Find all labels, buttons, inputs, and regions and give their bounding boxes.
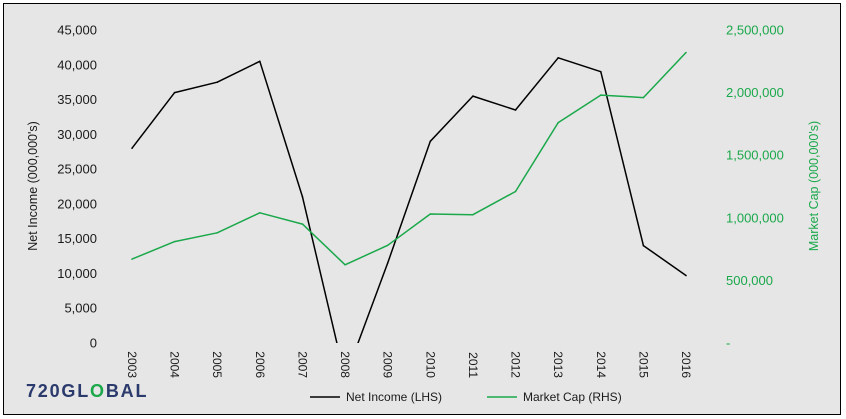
y-left-tick-label: 0 (90, 336, 97, 351)
y-right-tick-label: 2,500,000 (726, 23, 784, 38)
series-line-1 (131, 51, 687, 266)
x-tick-label: 2015 (636, 351, 650, 378)
data-point-series-0 (685, 274, 687, 277)
y-left-tick-label: 10,000 (57, 266, 97, 281)
x-tick-label: 2014 (594, 351, 608, 378)
data-point-series-1 (131, 258, 133, 260)
data-point-series-0 (173, 91, 176, 94)
data-point-series-1 (386, 244, 389, 247)
data-point-series-1 (259, 211, 261, 214)
x-tick-label: 2012 (509, 351, 523, 378)
x-tick-label: 2006 (253, 351, 267, 378)
data-point-series-1 (599, 94, 602, 96)
y-left-tick-label: 45,000 (57, 23, 97, 38)
y-right-tick-label: 2,000,000 (726, 85, 784, 100)
series-line-0 (131, 57, 687, 343)
y-axis-left-title: Net Income (000,000's) (26, 121, 40, 251)
data-point-series-0 (131, 147, 133, 150)
y-left-tick-label: 20,000 (57, 196, 97, 211)
data-point-series-0 (216, 81, 219, 83)
data-point-series-1 (472, 213, 474, 216)
y-left-tick-label: 35,000 (57, 92, 97, 107)
y-right-tick-label: 1,500,000 (726, 148, 784, 163)
data-point-series-0 (599, 70, 602, 73)
data-point-series-0 (429, 140, 432, 143)
legend-label-net-income: Net Income (LHS) (346, 390, 442, 404)
chart-frame (3, 3, 841, 415)
data-point-series-1 (344, 263, 346, 266)
x-tick-label: 2005 (210, 351, 224, 378)
x-tick-label: 2009 (381, 351, 395, 378)
y-left-tick-label: 30,000 (57, 127, 97, 142)
y-right-tick-label: 500,000 (726, 273, 773, 288)
data-point-series-1 (301, 223, 304, 225)
data-point-series-1 (429, 213, 432, 215)
data-point-series-1 (173, 240, 176, 243)
y-left-tick-label: 5,000 (64, 301, 97, 316)
x-tick-label: 2010 (423, 351, 437, 378)
data-point-series-1 (514, 190, 517, 193)
data-point-series-1 (685, 51, 687, 54)
y-left-tick-label: 40,000 (57, 57, 97, 72)
data-point-series-0 (642, 244, 645, 247)
x-tick-label: 2013 (551, 351, 565, 378)
y-axis-right-title: Market Cap (000,000's) (807, 121, 821, 251)
data-point-series-0 (514, 109, 517, 111)
y-right-tick-label: 1,000,000 (726, 210, 784, 225)
x-tick-label: 2007 (295, 351, 309, 378)
y-left-tick-label: 25,000 (57, 162, 97, 177)
x-tick-label: 2004 (168, 351, 182, 378)
data-point-series-0 (472, 95, 474, 97)
data-point-series-0 (386, 262, 389, 264)
data-point-series-0 (557, 57, 559, 59)
legend: Net Income (LHS) Market Cap (RHS) (310, 390, 622, 404)
data-point-series-1 (642, 96, 645, 99)
x-tick-label: 2016 (679, 351, 693, 378)
x-tick-label: 2011 (466, 352, 480, 378)
data-point-series-1 (216, 232, 219, 234)
x-tick-label: 2003 (125, 351, 139, 378)
data-point-series-0 (259, 60, 261, 63)
y-left-tick-label: 15,000 (57, 231, 97, 246)
y-right-tick-label: - (726, 336, 730, 351)
legend-label-market-cap: Market Cap (RHS) (523, 390, 622, 404)
x-tick-label: 2008 (338, 351, 352, 378)
brand-logo: 720GLOBAL (26, 381, 149, 401)
data-point-series-0 (301, 196, 304, 198)
data-point-series-1 (557, 121, 559, 124)
